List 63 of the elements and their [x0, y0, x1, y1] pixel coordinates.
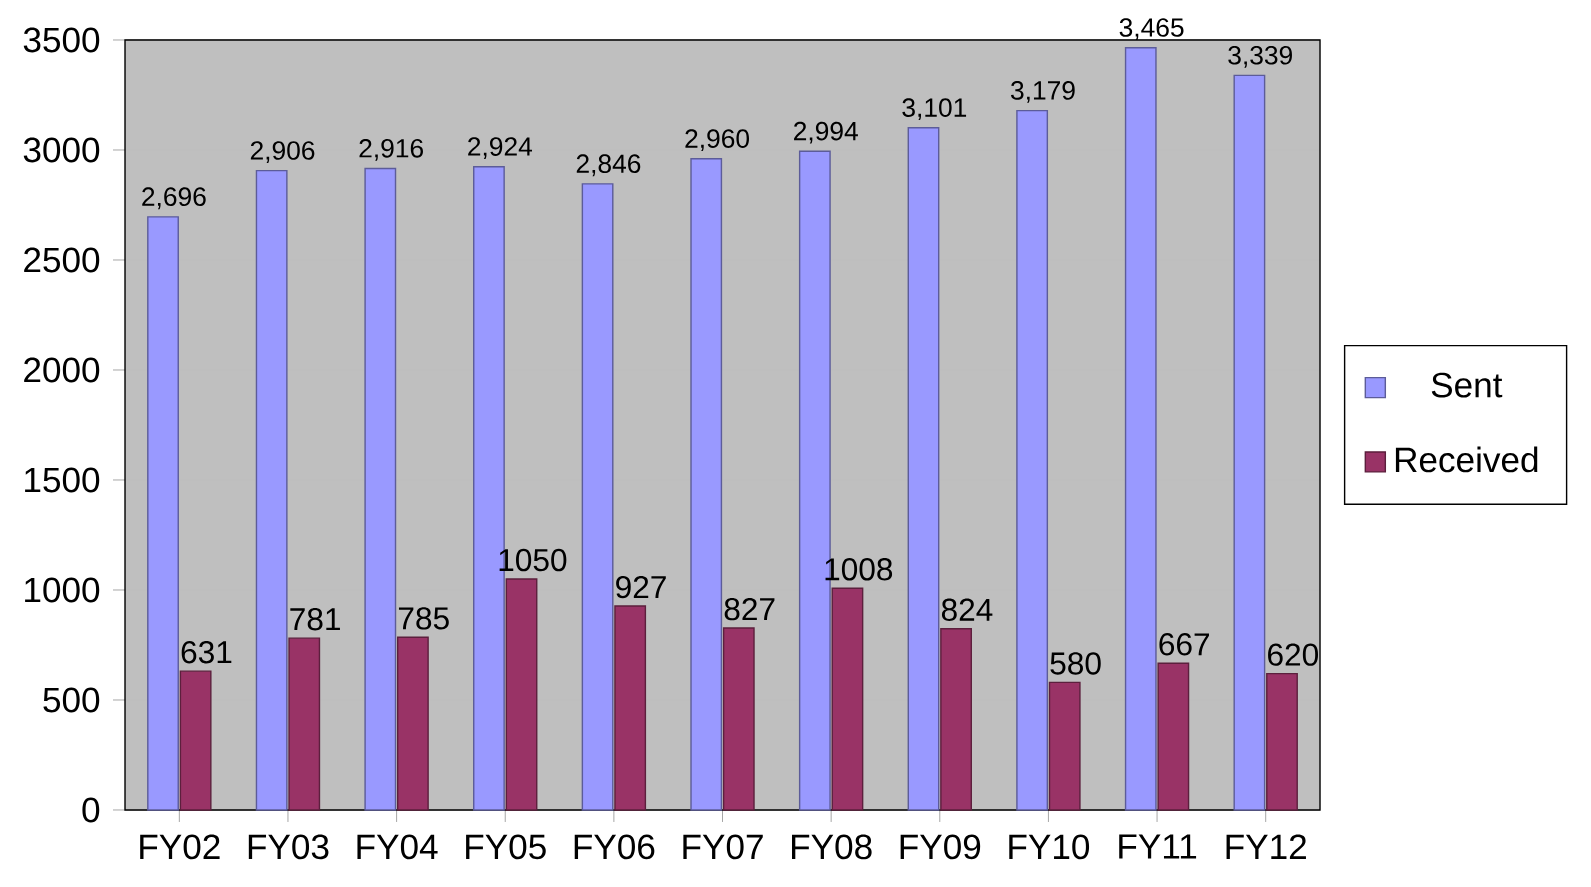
bar [288, 637, 321, 811]
data-label: 2,696 [142, 187, 206, 210]
x-tick-label: FY11 [1119, 834, 1197, 859]
x-tick-label: FY02 [140, 834, 220, 860]
bar [940, 627, 972, 811]
data-label: 824 [941, 598, 993, 621]
y-tick-label: 500 [43, 687, 100, 713]
x-tick-label: FY07 [683, 834, 763, 860]
y-tick-label: 0 [82, 797, 100, 823]
bar [1048, 681, 1081, 811]
data-label: 3,339 [1228, 45, 1292, 68]
bar [581, 183, 614, 811]
bar [614, 605, 647, 811]
x-tick-label: FY06 [574, 834, 655, 860]
bar [1233, 74, 1266, 811]
x-tick-label: FY09 [900, 834, 981, 860]
bar [255, 169, 288, 811]
data-label: 3,179 [1011, 81, 1075, 103]
bar [722, 627, 755, 811]
x-tick-label: FY12 [1226, 834, 1306, 859]
legend-label: Received [1395, 446, 1538, 473]
bar [364, 167, 397, 811]
y-tick-label: 3000 [23, 137, 100, 163]
data-label: 781 [290, 608, 340, 631]
data-label: 667 [1159, 633, 1209, 656]
x-tick-label: FY08 [792, 834, 872, 860]
bar [1266, 672, 1298, 811]
data-label: 580 [1050, 652, 1101, 675]
bar [1016, 109, 1049, 811]
x-tick-label: FY03 [248, 834, 329, 860]
x-tick-label: FY10 [1009, 834, 1090, 860]
data-label: 827 [724, 597, 775, 621]
data-label: 2,846 [576, 154, 641, 177]
data-label: 2,916 [359, 138, 423, 161]
data-label: 3,465 [1119, 18, 1184, 40]
data-label: 2,924 [468, 137, 533, 159]
data-label: 2,960 [685, 129, 750, 152]
bar [147, 216, 179, 811]
data-label: 3,101 [902, 98, 967, 121]
data-label: 2,994 [794, 121, 858, 144]
data-label: 1008 [825, 558, 893, 581]
bar [831, 587, 864, 811]
y-tick-label: 2000 [24, 357, 100, 383]
legend-label: Sent [1431, 372, 1503, 398]
bar [907, 127, 940, 811]
x-tick-label: FY05 [466, 834, 546, 860]
data-label: 1050 [499, 548, 567, 572]
y-tick-label: 1000 [25, 577, 100, 603]
data-label: 631 [181, 641, 232, 664]
y-tick-label: 2500 [24, 247, 100, 273]
bar [1157, 662, 1190, 811]
data-label: 2,906 [250, 141, 315, 163]
data-label: 927 [616, 575, 666, 599]
bar [690, 158, 723, 811]
data-label: 785 [398, 607, 449, 630]
bar [1124, 46, 1157, 811]
bar [179, 670, 212, 811]
bar [505, 578, 538, 811]
bar [396, 636, 429, 811]
y-tick-label: 3500 [23, 27, 100, 53]
x-tick-label: FY04 [357, 834, 438, 860]
y-tick-label: 1500 [25, 467, 100, 493]
data-label: 620 [1268, 643, 1319, 666]
